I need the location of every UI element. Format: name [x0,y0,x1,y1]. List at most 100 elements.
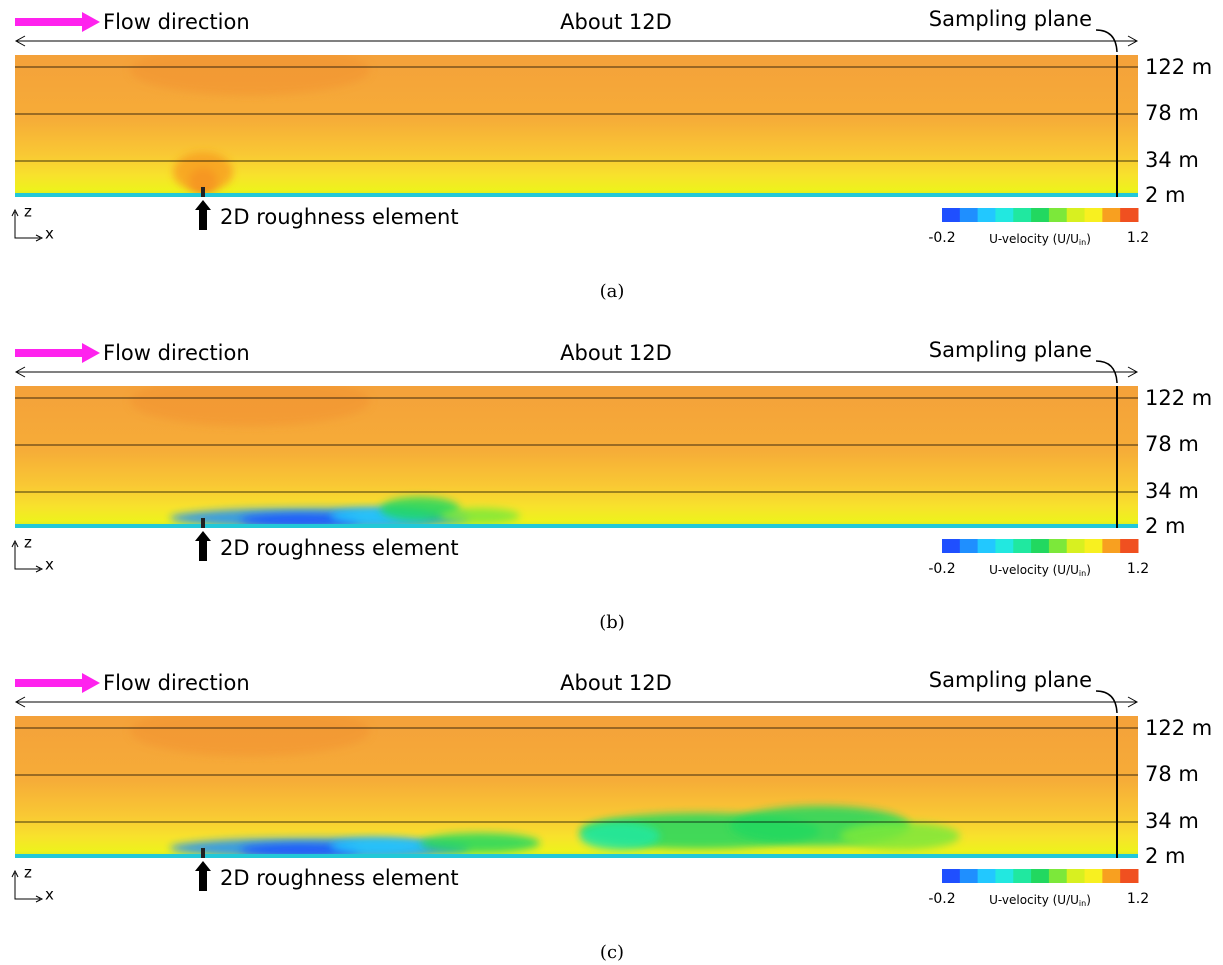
colorbar-swatch [977,869,996,883]
element-label: 2D roughness element [220,866,459,890]
ground-strip [15,854,1138,858]
field-band [130,716,370,756]
height-label: 2 m [1145,844,1186,868]
axis-x: x [45,225,54,243]
sampling-label: Sampling plane [929,7,1092,31]
colorbar-swatch [1120,208,1139,222]
colorbar-min: -0.2 [928,891,955,907]
colorbar-swatch [942,208,961,222]
panel: Flow direction About 12D Sampling plane 122… [11,7,1212,302]
span-arrow-left [14,696,26,708]
flow-arrow [15,18,85,26]
colorbar-swatch [959,869,979,883]
colorbar-swatch [1084,208,1103,222]
height-label: 34 m [1145,148,1199,172]
colorbar-swatch [977,208,996,222]
colorbar-swatch [942,869,961,883]
colorbar-swatch [959,208,979,222]
colorbar-title-main: U-velocity (U/U [989,893,1079,907]
sampling-label: Sampling plane [929,338,1092,362]
element-arrow [195,531,211,561]
span-label: About 12D [560,10,672,34]
flow-label: Flow direction [103,341,250,365]
field-band [130,55,370,95]
colorbar-swatch [1013,869,1032,883]
height-label: 122 m [1145,55,1212,79]
flow-arrow [15,349,85,357]
span-label: About 12D [560,341,672,365]
colorbar-max: 1.2 [1127,891,1149,907]
colorbar-swatch [1102,869,1121,883]
colorbar-swatch [1013,208,1032,222]
axis-icon [14,543,40,570]
height-label: 122 m [1145,386,1212,410]
axis-icon-x [35,895,44,903]
axis-x: x [45,556,54,574]
contour-field [15,386,1138,528]
flow-arrow [15,679,85,687]
colorbar-swatch [995,869,1014,883]
flow-blob [380,497,460,521]
ground-strip [15,193,1138,197]
height-label: 78 m [1145,101,1199,125]
panel: Flow direction About 12D Sampling plane 122… [11,668,1212,963]
flow-blob [240,844,360,856]
colorbar-swatch [1102,208,1121,222]
flow-blob [240,514,360,526]
axis-z: z [24,864,32,882]
axis-icon-z [11,869,19,878]
flow-arrow-head [82,343,100,363]
span-arrow-right [1127,35,1139,47]
element-arrow [195,200,211,230]
element-arrow [195,861,211,891]
colorbar-swatch [1084,869,1103,883]
span-arrow-left [14,366,26,378]
sampling-pointer [1095,360,1118,384]
colorbar-title-end: ) [1086,232,1091,246]
roughness-element [201,187,205,197]
height-label: 2 m [1145,514,1186,538]
axis-icon-z [11,208,19,217]
colorbar-swatch [1048,208,1068,222]
axis-icon [14,212,40,239]
roughness-element [201,848,205,858]
axis-icon-z [11,539,19,548]
colorbar-title-sub: in [1079,899,1086,908]
flow-arrow-head [82,12,100,32]
colorbar-title-main: U-velocity (U/U [989,232,1079,246]
sampling-label: Sampling plane [929,668,1092,692]
height-label: 34 m [1145,809,1199,833]
panel: Flow direction About 12D Sampling plane 122… [11,338,1212,633]
span-arrow-right [1127,696,1139,708]
span-arrow-left [14,35,26,47]
sampling-pointer [1095,29,1118,53]
colorbar-swatch [942,539,961,553]
colorbar-swatch [1031,208,1050,222]
colorbar-title-main: U-velocity (U/U [989,563,1079,577]
colorbar-title-sub: in [1079,569,1086,578]
flow-blob [440,508,520,524]
colorbar-min: -0.2 [928,561,955,577]
colorbar-title: U-velocity (U/Uin) [989,893,1091,908]
flow-blob [173,152,233,192]
flow-blob [840,822,960,850]
axis-z: z [24,534,32,552]
colorbar-title: U-velocity (U/Uin) [989,563,1091,578]
colorbar-swatch [1031,869,1050,883]
colorbar-max: 1.2 [1127,561,1149,577]
colorbar-swatch [1048,539,1068,553]
height-label: 34 m [1145,479,1199,503]
flow-blob [330,838,430,854]
height-label: 78 m [1145,762,1199,786]
colorbar-max: 1.2 [1127,230,1149,246]
colorbar-swatch [1031,539,1050,553]
colorbar-swatch [1048,869,1068,883]
height-label: 78 m [1145,432,1199,456]
colorbar-swatch [1102,539,1121,553]
colorbar-title-sub: in [1079,238,1086,247]
colorbar-swatch [977,539,996,553]
axis-icon-x [35,565,44,573]
element-label: 2D roughness element [220,205,459,229]
flow-label: Flow direction [103,671,250,695]
